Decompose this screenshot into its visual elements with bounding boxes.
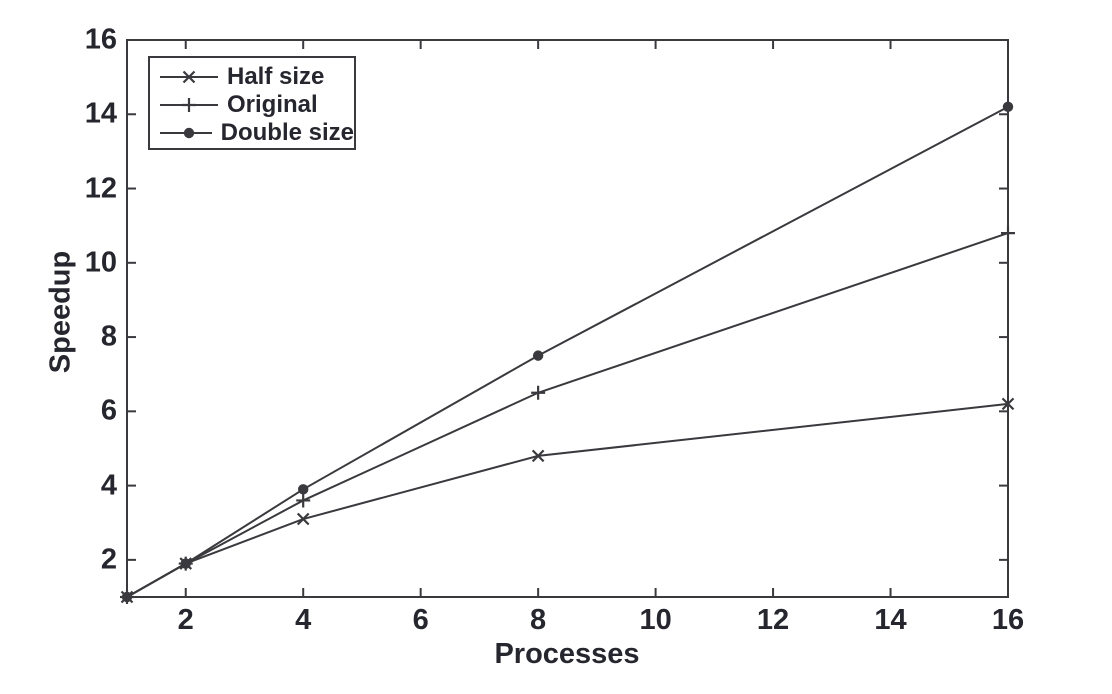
plus-marker [296,493,311,508]
x-tick-label: 8 [530,604,547,636]
legend-sample-x [160,70,218,84]
legend-sample-plus [160,98,218,112]
legend-entry: Double size [160,119,354,147]
legend-label: Half size [227,63,325,90]
x-tick-label: 14 [874,604,907,636]
legend-x-marker [182,70,196,84]
dot-marker [121,591,133,603]
dot-marker [298,484,309,495]
y-axis-title: Speedup [44,250,77,374]
x-tick-label: 10 [639,604,672,636]
legend-sample-dot [160,127,212,139]
x-marker [296,512,310,526]
x-marker [1001,397,1015,411]
y-tick-label: 10 [84,246,117,279]
dot-marker [180,558,191,569]
y-tick-label: 4 [100,469,117,502]
legend: Half size Original Double size [148,56,356,150]
plot-box [126,39,1009,598]
legend-label: Original [227,91,318,118]
legend-plus-marker [182,98,196,112]
plus-marker [1001,226,1015,241]
series-line-0 [126,402,1009,598]
y-tick-label: 8 [100,320,117,353]
x-axis-title: Processes [494,638,640,670]
legend-dot-marker [183,127,195,139]
y-tick-label: 16 [84,23,117,56]
plus-marker [531,385,546,400]
x-tick-label: 4 [295,604,312,636]
y-tick-label: 12 [84,172,117,205]
legend-entry: Original [160,91,354,119]
series-line-1 [126,232,1009,598]
x-tick-label: 2 [177,604,194,636]
x-tick-label: 6 [412,604,429,636]
y-tick-label: 2 [100,543,117,576]
dot-marker [532,350,544,361]
y-tick-label: 14 [84,97,117,130]
legend-entry: Half size [160,63,354,91]
dot-marker [1002,101,1014,113]
x-tick-label: 12 [756,604,790,636]
x-marker [531,449,545,463]
y-tick-label: 6 [100,394,117,427]
legend-label: Double size [220,119,354,146]
x-tick-label: 16 [991,604,1025,636]
